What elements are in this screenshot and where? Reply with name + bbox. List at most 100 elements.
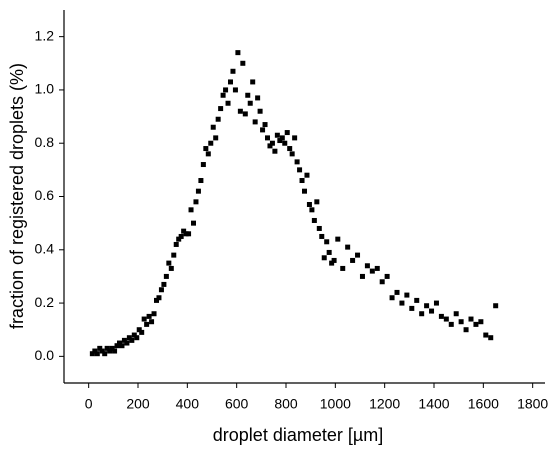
point <box>146 313 152 319</box>
point <box>394 289 400 295</box>
point <box>166 260 172 266</box>
point <box>311 217 317 223</box>
point <box>306 201 312 207</box>
x-axis-title: droplet diameter [µm] <box>213 425 383 445</box>
point <box>463 327 469 333</box>
point <box>355 252 361 258</box>
point <box>134 335 140 341</box>
point <box>468 316 474 322</box>
y-axis-title: fraction of registered droplets (%) <box>7 63 27 329</box>
point <box>149 319 155 325</box>
point <box>335 236 341 242</box>
point <box>252 119 258 125</box>
point <box>119 343 125 349</box>
point <box>232 87 238 93</box>
point <box>109 345 115 351</box>
x-tick-label: 400 <box>176 396 200 412</box>
point <box>473 321 479 327</box>
point <box>171 252 177 258</box>
point <box>329 260 335 266</box>
point <box>139 329 145 335</box>
point <box>369 268 375 274</box>
point <box>267 143 273 149</box>
point <box>240 60 246 66</box>
point <box>302 188 307 194</box>
point <box>247 100 253 106</box>
point <box>292 135 298 141</box>
point <box>260 127 266 133</box>
point <box>94 351 100 357</box>
point <box>453 311 459 317</box>
point <box>151 311 157 317</box>
point <box>97 345 103 351</box>
point <box>218 106 224 112</box>
point <box>158 287 164 293</box>
y-tick-label: 1.0 <box>35 81 55 97</box>
point <box>274 132 280 138</box>
point <box>409 305 415 311</box>
point <box>186 231 192 237</box>
x-tick-label: 1000 <box>320 396 351 412</box>
x-tick-label: 1600 <box>468 396 499 412</box>
point <box>255 95 261 101</box>
point <box>124 340 130 346</box>
point <box>269 140 275 146</box>
x-tick-label: 1400 <box>418 396 449 412</box>
point <box>104 345 110 351</box>
point <box>289 151 295 157</box>
point <box>210 124 216 130</box>
point <box>144 321 150 327</box>
point <box>287 146 293 152</box>
point <box>230 68 236 74</box>
y-tick-label: 0.6 <box>35 187 55 203</box>
point <box>419 311 425 317</box>
point <box>488 335 494 341</box>
y-tick-label: 0.2 <box>35 294 55 310</box>
point <box>483 332 489 338</box>
point <box>161 281 167 287</box>
point <box>136 327 142 333</box>
point <box>168 265 174 271</box>
point <box>438 313 444 319</box>
point <box>242 111 248 117</box>
point <box>478 319 484 325</box>
point <box>340 265 346 271</box>
point <box>297 167 303 173</box>
point <box>294 159 300 165</box>
point <box>129 337 135 343</box>
point <box>195 188 201 194</box>
point <box>282 140 288 146</box>
point <box>141 316 147 322</box>
point <box>237 108 243 114</box>
y-tick-label: 0.0 <box>35 347 55 363</box>
point <box>203 146 209 152</box>
y-tick-label: 1.2 <box>35 27 55 43</box>
point <box>102 351 108 357</box>
point <box>107 348 113 354</box>
point <box>448 321 454 327</box>
point <box>458 319 464 325</box>
point <box>228 79 233 85</box>
point <box>173 241 179 247</box>
point <box>314 199 320 205</box>
point <box>223 87 229 93</box>
point <box>279 135 285 141</box>
point <box>163 273 169 279</box>
point <box>198 178 204 184</box>
point <box>191 220 196 226</box>
point <box>92 348 98 354</box>
point <box>324 239 330 245</box>
point <box>117 340 122 346</box>
point <box>126 335 132 341</box>
point <box>331 257 337 263</box>
point <box>364 263 370 269</box>
point <box>350 257 356 263</box>
point <box>299 178 305 184</box>
point <box>154 297 159 303</box>
point <box>262 122 268 128</box>
point <box>374 265 380 271</box>
point <box>345 244 351 250</box>
point <box>429 308 435 314</box>
point <box>379 279 385 285</box>
